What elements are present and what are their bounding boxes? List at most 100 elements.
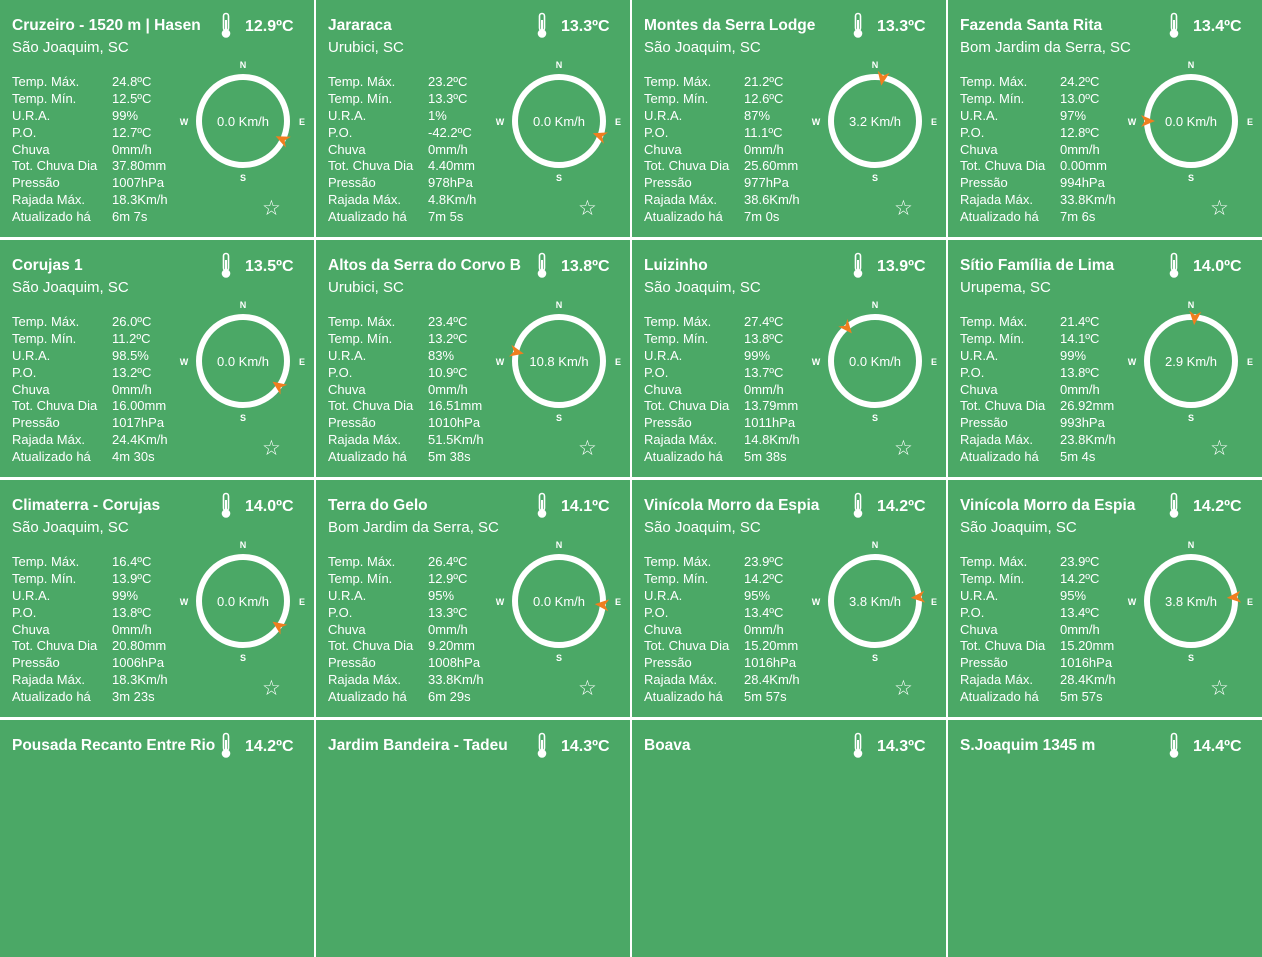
stat-label: Rajada Máx. <box>960 192 1033 208</box>
station-card[interactable]: Climaterra - Corujas São Joaquim, SC 14.0º… <box>0 480 314 717</box>
station-name[interactable]: Fazenda Santa Rita <box>960 17 1103 34</box>
stat-value: 10.9ºC <box>428 364 468 380</box>
favorite-star-icon[interactable]: ☆ <box>262 197 281 220</box>
favorite-star-icon[interactable]: ☆ <box>894 197 913 220</box>
wind-compass-graphic: N S E W 3.2 Km/h <box>812 60 937 183</box>
wind-speed: 2.9 Km/h <box>1165 354 1217 369</box>
compass-letter-e: E <box>931 597 937 607</box>
station-name[interactable]: Jardim Bandeira - Tadeu <box>328 737 508 754</box>
station-name[interactable]: Climaterra - Corujas <box>12 497 161 514</box>
stat-label: Temp. Máx. <box>644 314 712 329</box>
stat-label: Tot. Chuva Dia <box>644 638 730 654</box>
thermometer-icon-wrap <box>851 252 865 285</box>
station-card[interactable]: Sítio Família de Lima Urupema, SC 14.0ºC Te… <box>948 240 1262 477</box>
thermometer-icon <box>1169 732 1179 758</box>
station-name[interactable]: Terra do Gelo <box>328 497 428 514</box>
stat-row-pressao: Pressão 1016hPa <box>644 655 800 672</box>
station-name[interactable]: Vinícola Morro da Espia <box>960 497 1136 514</box>
stat-label: Chuva <box>12 381 50 397</box>
stat-row-temp-max: Temp. Máx. 24.2ºC <box>960 74 1116 91</box>
compass-letter-e: E <box>931 117 937 127</box>
stat-row-rajada: Rajada Máx. 24.4Km/h <box>12 432 168 449</box>
stat-value: 20.80mm <box>112 638 167 654</box>
station-name[interactable]: Pousada Recanto Entre Rio <box>12 737 216 754</box>
favorite-star-icon[interactable]: ☆ <box>262 437 281 460</box>
stat-row-chuva: Chuva 0mm/h <box>960 142 1116 159</box>
station-card[interactable]: Pousada Recanto Entre Rio 14.2ºC <box>0 720 314 957</box>
compass-letter-e: E <box>1247 357 1253 367</box>
favorite-star-icon[interactable]: ☆ <box>1210 437 1229 460</box>
stat-value: 7m 5s <box>428 209 464 225</box>
station-card[interactable]: Corujas 1 São Joaquim, SC 13.5ºC Temp. Máx.… <box>0 240 314 477</box>
station-card[interactable]: Fazenda Santa Rita Bom Jardim da Serra, S… <box>948 0 1262 237</box>
station-temperature: 13.5ºC <box>245 258 294 275</box>
station-card[interactable]: Montes da Serra Lodge São Joaquim, SC 13.3… <box>632 0 946 237</box>
station-name[interactable]: Cruzeiro - 1520 m | Hasen <box>12 17 201 34</box>
stat-value: 26.0ºC <box>112 314 152 329</box>
stat-row-po: P.O. 13.8ºC <box>960 365 1116 382</box>
stat-label: Temp. Mín. <box>328 90 393 106</box>
favorite-star-icon[interactable]: ☆ <box>894 677 913 700</box>
station-name[interactable]: Luizinho <box>644 257 708 274</box>
favorite-star-icon[interactable]: ☆ <box>578 437 597 460</box>
station-temperature: 14.3ºC <box>877 738 926 755</box>
stat-row-ura: U.R.A. 95% <box>328 588 484 605</box>
stat-label: Rajada Máx. <box>644 192 717 208</box>
favorite-star-icon[interactable]: ☆ <box>1210 677 1229 700</box>
favorite-star-icon[interactable]: ☆ <box>1210 197 1229 220</box>
stat-value: 87% <box>744 107 771 123</box>
favorite-star-icon[interactable]: ☆ <box>894 437 913 460</box>
stat-value: 1010hPa <box>428 415 481 431</box>
stat-row-temp-max: Temp. Máx. 21.4ºC <box>960 314 1116 331</box>
station-name[interactable]: Boava <box>644 737 691 754</box>
stat-label: Temp. Máx. <box>328 314 396 329</box>
station-card[interactable]: S.Joaquim 1345 m 14.4ºC <box>948 720 1262 957</box>
favorite-star-icon[interactable]: ☆ <box>262 677 281 700</box>
compass-letter-s: S <box>556 413 562 423</box>
stat-label: Tot. Chuva Dia <box>644 398 730 414</box>
station-card[interactable]: Luizinho São Joaquim, SC 13.9ºC Temp. Máx. 2… <box>632 240 946 477</box>
stat-row-temp-min: Temp. Mín. 14.2ºC <box>960 571 1116 588</box>
stat-row-temp-min: Temp. Mín. 12.9ºC <box>328 571 484 588</box>
stat-label: P.O. <box>328 604 353 620</box>
favorite-star-icon[interactable]: ☆ <box>578 197 597 220</box>
station-card[interactable]: Cruzeiro - 1520 m | Hasen São Joaquim, SC… <box>0 0 314 237</box>
stat-value: 99% <box>744 347 771 363</box>
stat-label: Temp. Mín. <box>644 570 709 586</box>
station-stats: Temp. Máx. 24.8ºC Temp. Mín. 12.5ºC U.R.A. 99… <box>12 74 168 226</box>
stat-label: Pressão <box>960 655 1008 671</box>
station-card[interactable]: Jardim Bandeira - Tadeu 14.3ºC <box>316 720 630 957</box>
station-card[interactable]: Vinícola Morro da Espia São Joaquim, SC 14… <box>632 480 946 717</box>
wind-compass: N S E W 0.0 Km/h <box>178 54 308 194</box>
station-name[interactable]: Jararaca <box>328 17 392 34</box>
wind-compass-graphic: N S E W 0.0 Km/h <box>496 540 621 663</box>
thermometer-icon <box>1169 12 1179 38</box>
wind-arrow-icon <box>877 70 890 86</box>
stat-row-chuva: Chuva 0mm/h <box>12 382 168 399</box>
station-name[interactable]: S.Joaquim 1345 m <box>960 737 1096 754</box>
stat-value: 26.4ºC <box>428 554 468 569</box>
station-card[interactable]: Terra do Gelo Bom Jardim da Serra, SC 14.1… <box>316 480 630 717</box>
station-card[interactable]: Jararaca Urubici, SC 13.3ºC Temp. Máx. 23.2º… <box>316 0 630 237</box>
station-name[interactable]: Sítio Família de Lima <box>960 257 1115 274</box>
station-name[interactable]: Montes da Serra Lodge <box>644 17 816 34</box>
stat-row-chuva: Chuva 0mm/h <box>12 622 168 639</box>
stat-label: Temp. Mín. <box>644 330 709 346</box>
station-card[interactable]: Boava 14.3ºC <box>632 720 946 957</box>
stat-value: 28.4Km/h <box>1060 672 1116 688</box>
station-name[interactable]: Vinícola Morro da Espia <box>644 497 820 514</box>
stat-value: 14.1ºC <box>1060 330 1100 346</box>
stat-row-po: P.O. 11.1ºC <box>644 125 800 142</box>
favorite-star-icon[interactable]: ☆ <box>578 677 597 700</box>
station-card[interactable]: Altos da Serra do Corvo B Urubici, SC 13.8… <box>316 240 630 477</box>
stat-row-rajada: Rajada Máx. 14.8Km/h <box>644 432 800 449</box>
stat-label: Temp. Máx. <box>960 314 1028 329</box>
station-name[interactable]: Corujas 1 <box>12 257 83 274</box>
stat-label: Atualizado há <box>644 689 723 705</box>
stat-label: Chuva <box>328 621 366 637</box>
station-card[interactable]: Vinícola Morro da Espia São Joaquim, SC 14… <box>948 480 1262 717</box>
stat-value: 99% <box>112 587 139 603</box>
station-name[interactable]: Altos da Serra do Corvo B <box>328 257 521 274</box>
station-temperature: 14.0ºC <box>245 498 294 515</box>
stat-label: Pressão <box>960 175 1008 191</box>
